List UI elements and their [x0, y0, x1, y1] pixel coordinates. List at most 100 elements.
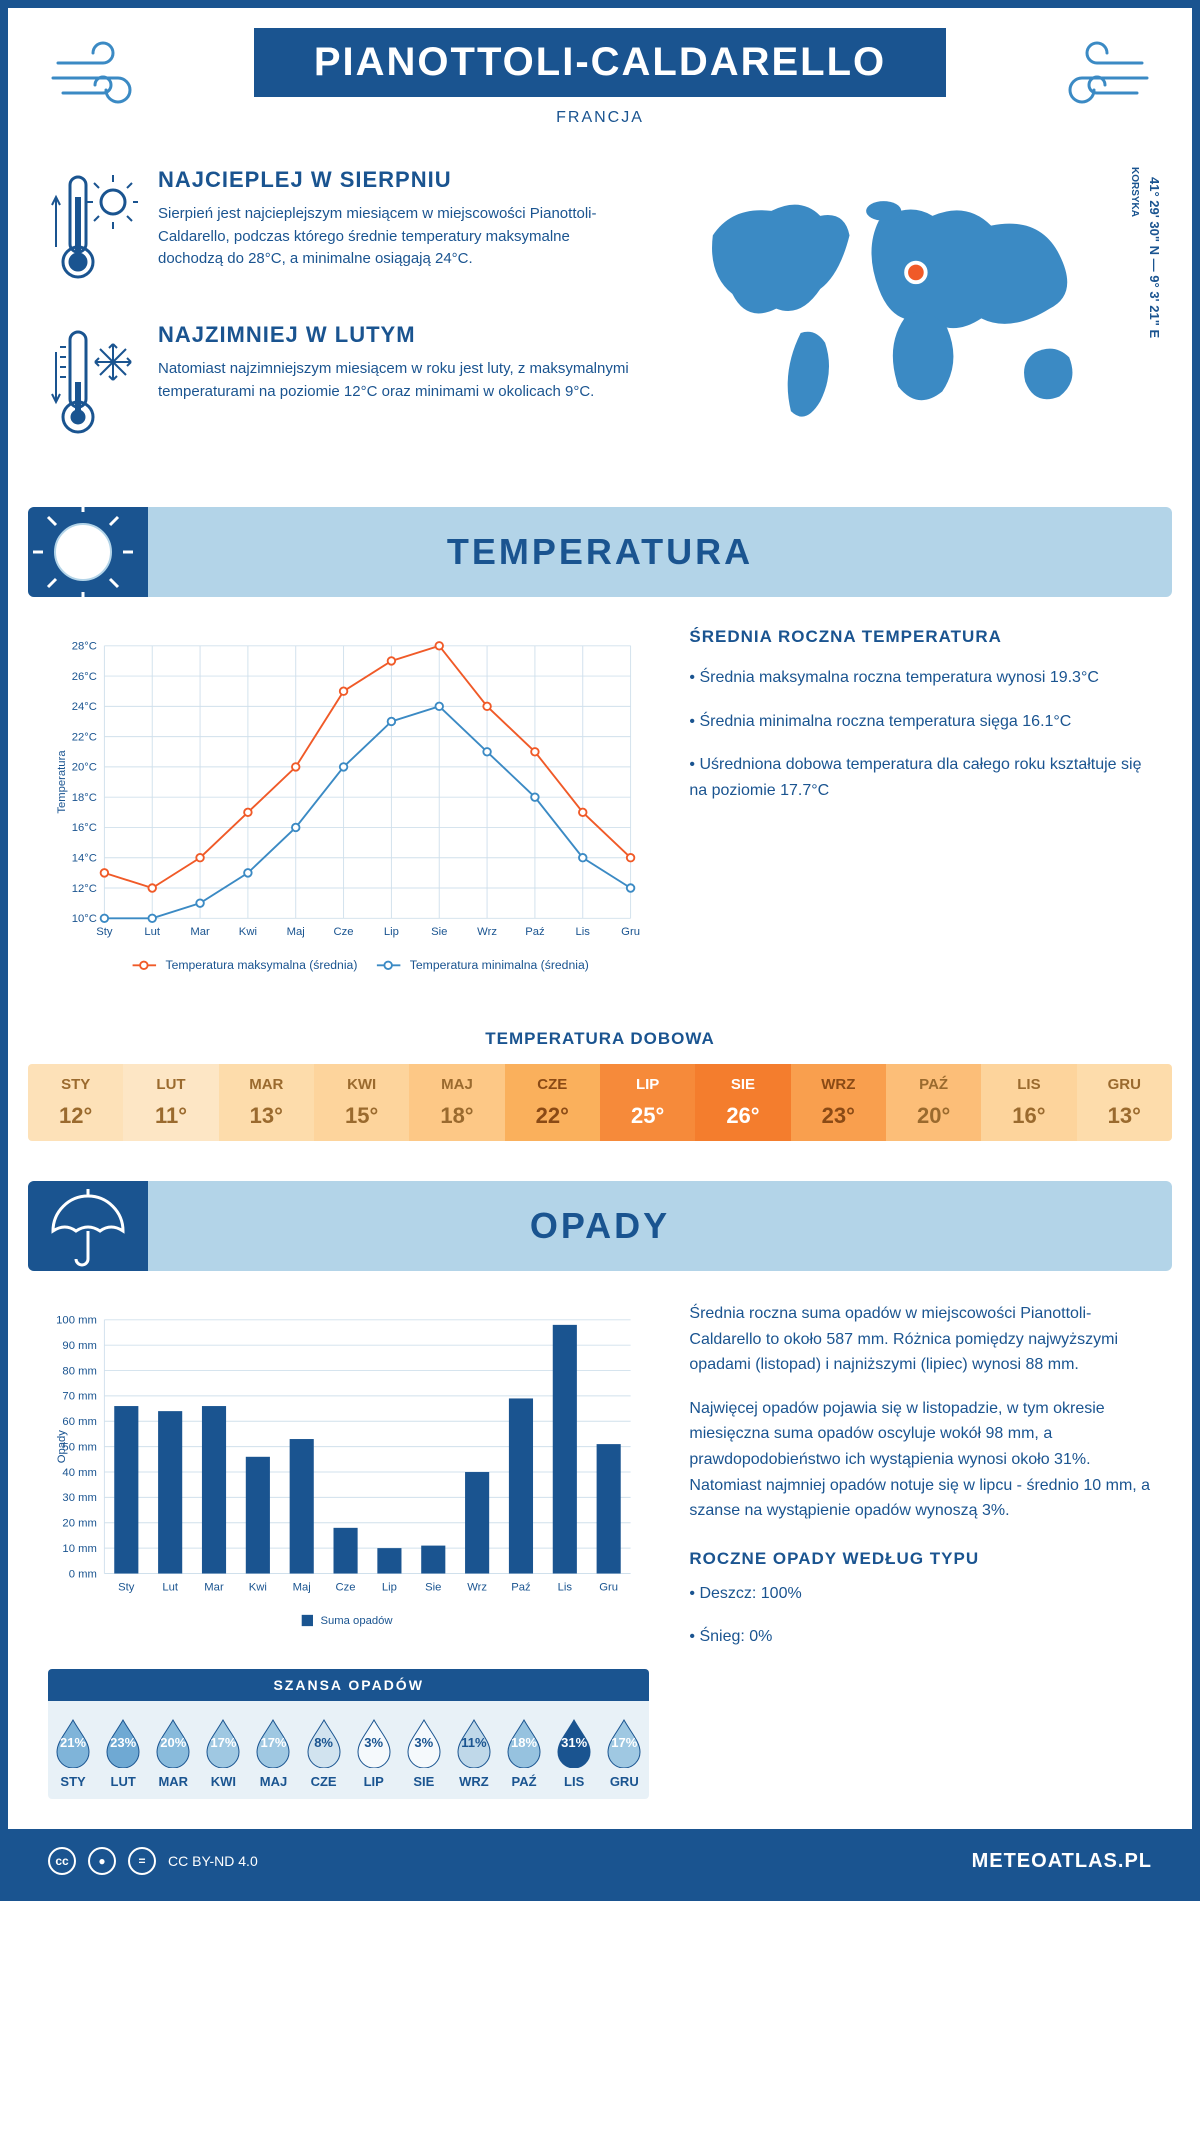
svg-text:16°C: 16°C: [72, 822, 97, 834]
daily-temp-cell: KWI15°: [314, 1064, 409, 1141]
svg-text:Temperatura: Temperatura: [56, 750, 68, 814]
daily-temp-title: TEMPERATURA DOBOWA: [28, 1029, 1172, 1049]
daily-temp-cell: PAŹ20°: [886, 1064, 981, 1141]
temperature-section-header: TEMPERATURA: [28, 507, 1172, 597]
daily-temperature: TEMPERATURA DOBOWA STY12°LUT11°MAR13°KWI…: [28, 1029, 1172, 1141]
precipitation-title: OPADY: [28, 1205, 1172, 1247]
svg-text:Mar: Mar: [204, 1581, 224, 1593]
svg-text:Kwi: Kwi: [249, 1581, 267, 1593]
chance-cell: 31%LIS: [549, 1716, 599, 1789]
svg-text:Lis: Lis: [558, 1581, 573, 1593]
hot-fact-title: NAJCIEPLEJ W SIERPNIU: [158, 167, 634, 193]
svg-text:28°C: 28°C: [72, 641, 97, 653]
daily-temp-cell: GRU13°: [1077, 1064, 1172, 1141]
svg-text:Lis: Lis: [576, 926, 591, 938]
wind-icon: [1032, 38, 1152, 118]
title-banner: PIANOTTOLI-CALDARELLO: [254, 28, 946, 97]
chance-strip: 21%STY23%LUT20%MAR17%KWI17%MAJ8%CZE3%LIP…: [48, 1701, 649, 1799]
cold-fact-title: NAJZIMNIEJ W LUTYM: [158, 322, 634, 348]
svg-text:Maj: Maj: [287, 926, 305, 938]
daily-temp-cell: WRZ23°: [791, 1064, 886, 1141]
country-subtitle: FRANCJA: [8, 109, 1192, 127]
svg-text:80 mm: 80 mm: [62, 1365, 96, 1377]
temperature-summary: ŚREDNIA ROCZNA TEMPERATURA • Średnia mak…: [689, 627, 1152, 989]
chance-cell: 17%KWI: [198, 1716, 248, 1789]
daily-temp-cell: MAJ18°: [409, 1064, 504, 1141]
svg-text:Temperatura maksymalna (średni: Temperatura maksymalna (średnia): [165, 958, 357, 972]
precipitation-bar-chart: 0 mm10 mm20 mm30 mm40 mm50 mm60 mm70 mm8…: [48, 1301, 649, 1639]
chance-cell: 21%STY: [48, 1716, 98, 1789]
svg-text:Sie: Sie: [431, 926, 447, 938]
precip-text: Najwięcej opadów pojawia się w listopadz…: [689, 1396, 1152, 1524]
svg-text:Kwi: Kwi: [239, 926, 257, 938]
precip-type: • Śnieg: 0%: [689, 1624, 1152, 1650]
temp-bullet: • Średnia maksymalna roczna temperatura …: [689, 665, 1152, 691]
svg-text:90 mm: 90 mm: [62, 1340, 96, 1352]
intro-section: NAJCIEPLEJ W SIERPNIU Sierpień jest najc…: [8, 137, 1192, 507]
page-title: PIANOTTOLI-CALDARELLO: [314, 40, 886, 84]
cc-icon: cc: [48, 1847, 76, 1875]
precip-text: Średnia roczna suma opadów w miejscowośc…: [689, 1301, 1152, 1378]
precip-type: • Deszcz: 100%: [689, 1581, 1152, 1607]
svg-text:Wrz: Wrz: [467, 1581, 487, 1593]
chance-cell: 18%PAŹ: [499, 1716, 549, 1789]
cold-fact-text: Natomiast najzimniejszym miesiącem w rok…: [158, 358, 634, 403]
hot-fact-text: Sierpień jest najcieplejszym miesiącem w…: [158, 203, 634, 271]
daily-temp-cell: CZE22°: [505, 1064, 600, 1141]
precipitation-chance-box: SZANSA OPADÓW 21%STY23%LUT20%MAR17%KWI17…: [48, 1669, 649, 1799]
chance-cell: 17%GRU: [599, 1716, 649, 1789]
svg-text:Sty: Sty: [118, 1581, 135, 1593]
precipitation-content: 0 mm10 mm20 mm30 mm40 mm50 mm60 mm70 mm8…: [8, 1271, 1192, 1829]
daily-temp-strip: STY12°LUT11°MAR13°KWI15°MAJ18°CZE22°LIP2…: [28, 1064, 1172, 1141]
svg-text:Temperatura minimalna (średnia: Temperatura minimalna (średnia): [410, 958, 589, 972]
daily-temp-cell: LUT11°: [123, 1064, 218, 1141]
coordinates: 41° 29' 30" N — 9° 3' 21" E: [1147, 177, 1162, 338]
footer: cc ● = CC BY-ND 4.0 METEOATLAS.PL: [8, 1829, 1192, 1893]
svg-text:Lip: Lip: [384, 926, 399, 938]
temperature-content: 10°C12°C14°C16°C18°C20°C22°C24°C26°C28°C…: [8, 597, 1192, 1019]
temperature-line-chart: 10°C12°C14°C16°C18°C20°C22°C24°C26°C28°C…: [48, 627, 649, 984]
svg-text:Cze: Cze: [336, 1581, 356, 1593]
precip-type-title: ROCZNE OPADY WEDŁUG TYPU: [689, 1549, 1152, 1569]
svg-text:10 mm: 10 mm: [62, 1543, 96, 1555]
chance-cell: 17%MAJ: [248, 1716, 298, 1789]
chance-cell: 23%LUT: [98, 1716, 148, 1789]
temp-bullet: • Średnia minimalna roczna temperatura s…: [689, 709, 1152, 735]
svg-text:12°C: 12°C: [72, 883, 97, 895]
daily-temp-cell: LIP25°: [600, 1064, 695, 1141]
svg-text:0 mm: 0 mm: [69, 1568, 97, 1580]
svg-text:10°C: 10°C: [72, 913, 97, 925]
umbrella-icon: [28, 1181, 148, 1271]
thermometer-cold-icon: [48, 322, 138, 447]
svg-text:Lut: Lut: [144, 926, 161, 938]
world-map: 41° 29' 30" N — 9° 3' 21" E KORSYKA: [664, 167, 1152, 477]
thermometer-hot-icon: [48, 167, 138, 292]
svg-text:Mar: Mar: [190, 926, 210, 938]
svg-text:Wrz: Wrz: [477, 926, 497, 938]
daily-temp-cell: SIE26°: [695, 1064, 790, 1141]
svg-text:Lip: Lip: [382, 1581, 397, 1593]
chance-cell: 11%WRZ: [449, 1716, 499, 1789]
svg-text:70 mm: 70 mm: [62, 1391, 96, 1403]
wind-icon: [48, 38, 168, 118]
temperature-title: TEMPERATURA: [28, 531, 1172, 573]
svg-text:Gru: Gru: [599, 1581, 618, 1593]
svg-text:18°C: 18°C: [72, 792, 97, 804]
by-icon: ●: [88, 1847, 116, 1875]
precipitation-section-header: OPADY: [28, 1181, 1172, 1271]
site-name: METEOATLAS.PL: [972, 1850, 1152, 1873]
svg-text:Cze: Cze: [334, 926, 354, 938]
svg-text:Suma opadów: Suma opadów: [321, 1615, 394, 1627]
svg-text:Sty: Sty: [96, 926, 113, 938]
page: PIANOTTOLI-CALDARELLO FRANCJA: [0, 0, 1200, 1901]
svg-text:40 mm: 40 mm: [62, 1467, 96, 1479]
license-text: CC BY-ND 4.0: [168, 1853, 258, 1869]
svg-text:Opady: Opady: [56, 1430, 68, 1464]
svg-text:Gru: Gru: [621, 926, 640, 938]
svg-text:100 mm: 100 mm: [56, 1315, 97, 1327]
svg-text:Paź: Paź: [525, 926, 545, 938]
svg-text:30 mm: 30 mm: [62, 1492, 96, 1504]
svg-text:60 mm: 60 mm: [62, 1416, 96, 1428]
header: PIANOTTOLI-CALDARELLO FRANCJA: [8, 8, 1192, 137]
chance-cell: 3%SIE: [399, 1716, 449, 1789]
